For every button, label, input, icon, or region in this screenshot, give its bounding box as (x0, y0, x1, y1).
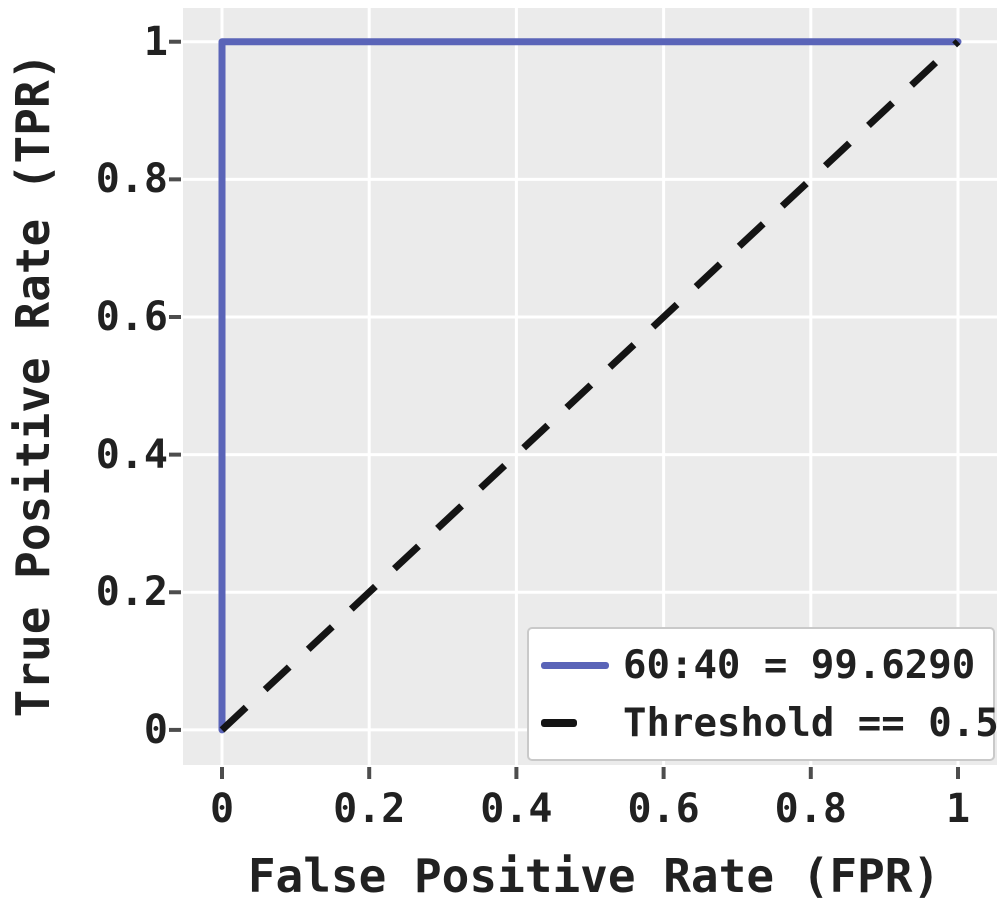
legend-item-threshold: Threshold == 0.5 (541, 694, 999, 752)
y-tick-label: 0.4 (95, 431, 168, 478)
legend-item-roc: 60:40 = 99.6290 (541, 636, 993, 694)
y-tick-label: 0.6 (95, 293, 168, 340)
x-tick-label: 0.8 (774, 786, 847, 832)
x-tick-label: 0.2 (333, 786, 406, 832)
x-tick-label: 0.4 (480, 786, 553, 832)
legend: 60:40 = 99.6290 Threshold == 0.5 (527, 627, 999, 761)
x-tick-label: 0.6 (627, 786, 700, 832)
x-tick-label: 1 (945, 786, 971, 832)
threshold-diagonal-line (219, 39, 961, 733)
legend-sample-wrap (541, 661, 609, 669)
y-axis-label: True Positive Rate (TPR) (6, 52, 60, 718)
y-tick-label: 0 (143, 706, 168, 753)
legend-sample-wrap (541, 719, 609, 727)
roc-curve-line (218, 38, 962, 734)
legend-label-roc: 60:40 = 99.6290 (623, 642, 976, 688)
x-axis-label: False Positive Rate (FPR) (247, 849, 941, 903)
x-tick-label: 0 (209, 786, 235, 832)
y-tick-label: 0.2 (95, 569, 168, 616)
roc-line-sample (541, 661, 609, 669)
y-tick-label: 0.8 (95, 156, 168, 203)
legend-label-threshold: Threshold == 0.5 (623, 700, 999, 746)
threshold-dash-sample (541, 719, 577, 727)
y-tick-label: 1 (143, 18, 168, 65)
